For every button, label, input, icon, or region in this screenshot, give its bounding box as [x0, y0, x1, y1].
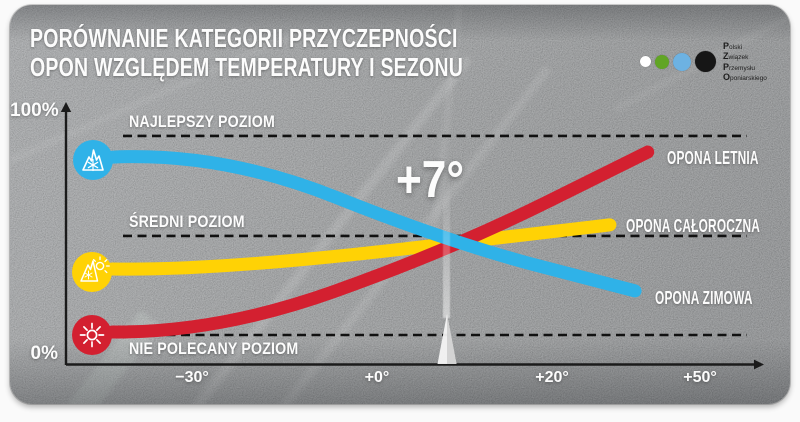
y-tick-100: 100% [10, 100, 59, 121]
y-tick-0: 0% [30, 343, 58, 364]
pzpo-logo: Polski Związek Przemysłu Oponiarskiego [640, 41, 767, 82]
winter-tire-icon [73, 140, 113, 180]
series-label-winter: OPONA ZIMOWA [655, 288, 753, 308]
series-label-allseason: OPONA CAŁOROCZNA [626, 216, 761, 236]
title-line-1: PORÓWNANIE KATEGORII PRZYCZEPNOŚCI [30, 23, 458, 53]
y-axis-arrow-icon [60, 102, 72, 112]
allseason-tire-icon [72, 252, 112, 292]
level-label-notrecommended: NIE POLECANY POZIOM [129, 340, 299, 358]
x-tick-20: +20° [535, 369, 569, 386]
level-label-medium: ŚREDNI POZIOM [129, 213, 245, 231]
summer-tire-icon [72, 315, 112, 355]
logo-circle-green [655, 54, 669, 69]
level-label-best: NAJLEPSZY POZIOM [129, 113, 275, 131]
logo-circle-black [695, 51, 716, 73]
temperature-annotation: +7° [396, 151, 465, 209]
title-line-2: OPON WZGLĘDEM TEMPERATURY I SEZONU [30, 51, 464, 82]
axes [64, 110, 754, 366]
logo-circle-white [640, 56, 651, 68]
series-line-opona-letnia [105, 145, 655, 339]
series-label-summer: OPONA LETNIA [667, 148, 759, 168]
logo-circle-blue [673, 52, 691, 71]
temperature-marker-arrow-icon [437, 314, 457, 364]
x-tick-minus30: −30° [175, 369, 209, 386]
page-title: PORÓWNANIE KATEGORII PRZYCZEPNOŚCI OPON … [30, 24, 463, 81]
x-axis-arrow-icon [754, 359, 764, 370]
x-tick-0: +0° [364, 369, 390, 386]
temperature-marker-beam [443, 168, 450, 318]
logo-org-name: Polski Związek Przemysłu Oponiarskiego [723, 41, 767, 82]
x-tick-50: +50° [683, 369, 717, 386]
